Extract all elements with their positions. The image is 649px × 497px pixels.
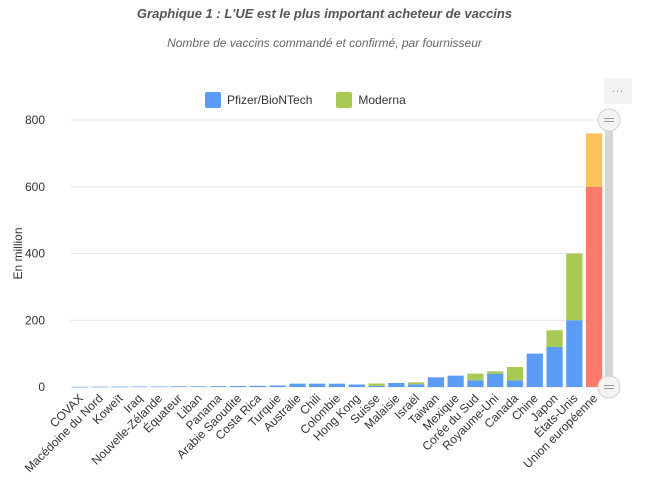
bar-pfizer-23 (526, 353, 543, 387)
bar-moderna-25 (566, 253, 583, 321)
chart-subtitle: Nombre de vaccins commandé et confirmé, … (167, 36, 482, 50)
bar-moderna-15 (368, 383, 385, 386)
bar-pfizer-22 (506, 380, 524, 387)
legend-swatch-moderna (336, 92, 353, 108)
scroll-handle-top[interactable] (597, 108, 621, 132)
ellipsis-icon[interactable]: ... (604, 78, 632, 104)
bar-pfizer-16 (388, 382, 405, 387)
y-tick-label: 200 (25, 313, 45, 327)
scrollbar-track (605, 120, 613, 387)
bar-moderna-20 (467, 373, 484, 381)
bar-pfizer-19 (447, 375, 464, 387)
bar-pfizer-25 (566, 320, 583, 387)
bar-pfizer-7 (210, 386, 227, 387)
y-tick-label: 600 (25, 180, 45, 194)
bar-pfizer-24 (546, 346, 563, 387)
bar-pfizer-0 (71, 386, 88, 388)
bar-moderna-24 (546, 330, 563, 347)
bar-moderna-17 (408, 382, 425, 385)
bar-pfizer-15 (368, 385, 385, 387)
bar-pfizer-26 (586, 186, 603, 387)
bar-pfizer-1 (91, 386, 108, 388)
bar-pfizer-13 (328, 383, 346, 387)
bar-pfizer-11 (289, 383, 306, 387)
legend-item-pfizer[interactable]: Pfizer/BioNTech (205, 92, 312, 108)
y-tick-label: 400 (25, 247, 45, 261)
legend-swatch-pfizer (205, 92, 221, 108)
bar-pfizer-20 (467, 380, 484, 387)
legend-label-moderna: Moderna (358, 93, 406, 107)
bar-pfizer-2 (111, 386, 128, 388)
bar-pfizer-14 (348, 384, 365, 387)
bar-pfizer-12 (309, 383, 326, 387)
bar-pfizer-5 (170, 386, 187, 387)
y-tick-label: 800 (25, 113, 45, 127)
legend-label-pfizer: Pfizer/BioNTech (227, 93, 313, 107)
bar-pfizer-4 (150, 386, 168, 388)
bar-moderna-26 (586, 133, 603, 187)
bar-pfizer-9 (249, 385, 266, 387)
bar-moderna-22 (506, 366, 524, 381)
legend-item-moderna[interactable]: Moderna (336, 92, 406, 108)
bar-pfizer-3 (131, 386, 148, 388)
bar-pfizer-10 (269, 385, 286, 387)
bar-moderna-21 (487, 371, 504, 374)
bar-pfizer-21 (487, 373, 504, 387)
bar-pfizer-17 (408, 384, 425, 387)
bar-pfizer-18 (427, 377, 444, 387)
scroll-handle-bottom[interactable] (597, 375, 621, 399)
y-tick-label: 0 (38, 380, 45, 394)
legend: Pfizer/BioNTech Moderna (205, 92, 406, 108)
y-axis-title: En million (11, 227, 25, 279)
bar-pfizer-8 (230, 385, 247, 387)
bar-pfizer-6 (190, 386, 207, 387)
chart-title: Graphique 1 : L'UE est le plus important… (136, 6, 513, 21)
